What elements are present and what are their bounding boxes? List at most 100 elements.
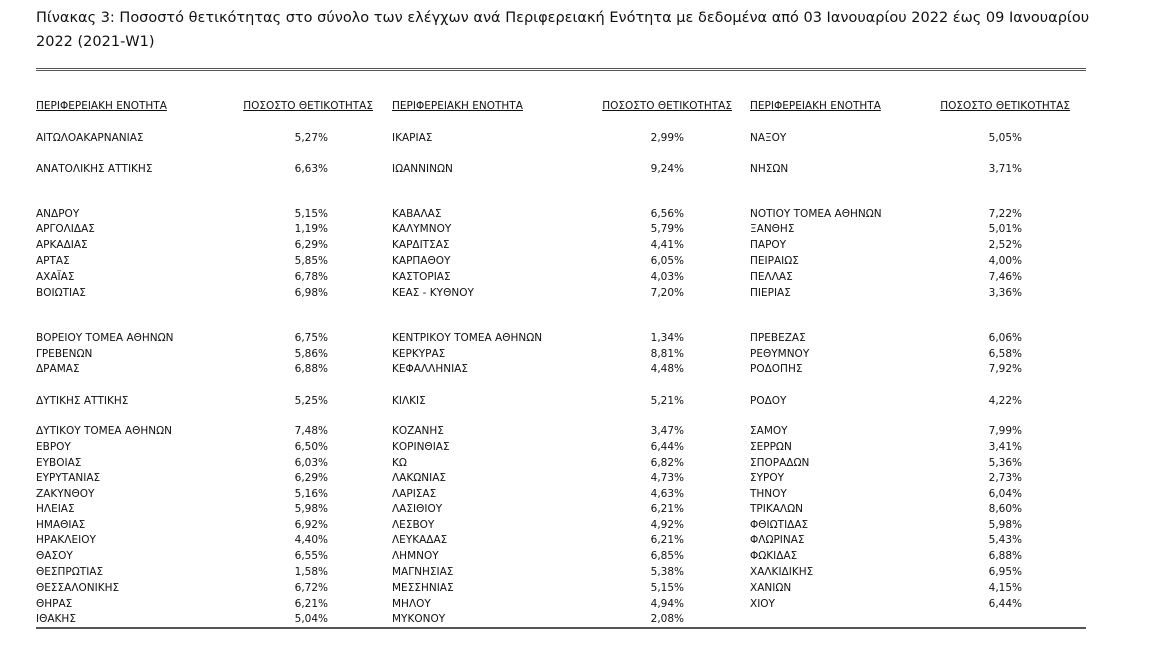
positivity-rate: 6,75% (294, 332, 328, 344)
region-name: ΑΙΤΩΛΟΑΚΑΡΝΑΝΙΑΣ (36, 132, 144, 144)
region-name: ΒΟΡΕΙΟΥ ΤΟΜΕΑ ΑΘΗΝΩΝ (36, 332, 174, 344)
positivity-rate: 5,86% (294, 348, 328, 360)
positivity-rate: 6,92% (294, 519, 328, 531)
region-name: ΚΟΖΑΝΗΣ (392, 425, 444, 437)
positivity-rate: 3,71% (988, 163, 1022, 175)
positivity-rate: 4,41% (650, 239, 684, 251)
region-name: ΧΑΛΚΙΔΙΚΗΣ (750, 566, 814, 578)
region-name: ΓΡΕΒΕΝΩΝ (36, 348, 93, 360)
positivity-rate: 6,06% (988, 332, 1022, 344)
region-name: ΗΜΑΘΙΑΣ (36, 519, 86, 531)
positivity-rate: 5,98% (294, 503, 328, 515)
region-name: ΣΕΡΡΩΝ (750, 441, 792, 453)
region-name: ΘΕΣΠΡΩΤΙΑΣ (36, 566, 104, 578)
positivity-rate: 4,94% (650, 598, 684, 610)
positivity-rate: 4,03% (650, 271, 684, 283)
positivity-rate: 6,04% (988, 488, 1022, 500)
region-name: ΖΑΚΥΝΘΟΥ (36, 488, 95, 500)
positivity-rate: 6,88% (294, 363, 328, 375)
positivity-rate: 5,98% (988, 519, 1022, 531)
positivity-rate: 7,22% (988, 208, 1022, 220)
region-name: ΝΑΞΟΥ (750, 132, 787, 144)
region-name: ΛΑΚΩΝΙΑΣ (392, 472, 447, 484)
positivity-rate: 6,03% (294, 457, 328, 469)
positivity-rate: 6,88% (988, 550, 1022, 562)
rule (36, 70, 1086, 71)
region-name: ΗΛΕΙΑΣ (36, 503, 75, 515)
region-name: ΠΑΡΟΥ (750, 239, 787, 251)
region-name: ΧΙΟΥ (750, 598, 775, 610)
positivity-rate: 5,15% (294, 208, 328, 220)
positivity-rate: 2,08% (650, 613, 684, 625)
positivity-rate: 4,22% (988, 395, 1022, 407)
positivity-rate: 5,15% (650, 582, 684, 594)
region-name: ΚΕΝΤΡΙΚΟΥ ΤΟΜΕΑ ΑΘΗΝΩΝ (392, 332, 543, 344)
region-name: ΙΩΑΝΝΙΝΩΝ (392, 163, 453, 175)
region-name: ΘΑΣΟΥ (36, 550, 73, 562)
table-title: Πίνακας 3: Ποσοστό θετικότητας στο σύνολ… (36, 10, 1090, 50)
positivity-rate: 5,16% (294, 488, 328, 500)
region-name: ΚΟΡΙΝΘΙΑΣ (392, 441, 450, 453)
positivity-rate: 4,48% (650, 363, 684, 375)
positivity-rate: 9,24% (650, 163, 684, 175)
positivity-rate: 6,58% (988, 348, 1022, 360)
positivity-rate: 5,05% (988, 132, 1022, 144)
positivity-rate: 6,98% (294, 287, 328, 299)
region-name: ΠΕΛΛΑΣ (750, 271, 793, 283)
region-name: ΝΟΤΙΟΥ ΤΟΜΕΑ ΑΘΗΝΩΝ (750, 208, 882, 220)
positivity-rate: 1,19% (294, 223, 328, 235)
region-name: ΦΘΙΩΤΙΔΑΣ (750, 519, 809, 531)
column-header: ΠΕΡΙΦΕΡΕΙΑΚΗ ΕΝΟΤΗΤΑ (392, 100, 523, 112)
column-header: ΠΟΣΟΣΤΟ ΘΕΤΙΚΟΤΗΤΑΣ (940, 100, 1070, 112)
positivity-rate: 7,20% (650, 287, 684, 299)
region-name: ΑΝΔΡΟΥ (36, 208, 80, 220)
region-name: ΘΗΡΑΣ (36, 598, 73, 610)
region-name: ΗΡΑΚΛΕΙΟΥ (36, 534, 96, 546)
region-name: ΚΩ (392, 457, 407, 469)
region-name: ΙΘΑΚΗΣ (36, 613, 76, 625)
region-name: ΑΝΑΤΟΛΙΚΗΣ ΑΤΤΙΚΗΣ (36, 163, 153, 175)
region-name: ΣΥΡΟΥ (750, 472, 785, 484)
region-name: ΑΡΚΑΔΙΑΣ (36, 239, 88, 251)
region-name: ΣΠΟΡΑΔΩΝ (750, 457, 810, 469)
region-name: ΤΗΝΟΥ (750, 488, 787, 500)
region-name: ΘΕΣΣΑΛΟΝΙΚΗΣ (36, 582, 120, 594)
region-name: ΜΗΛΟΥ (392, 598, 431, 610)
region-name: ΔΥΤΙΚΟΥ ΤΟΜΕΑ ΑΘΗΝΩΝ (36, 425, 172, 437)
region-name: ΡΟΔΟΥ (750, 395, 787, 407)
region-name: ΔΥΤΙΚΗΣ ΑΤΤΙΚΗΣ (36, 395, 129, 407)
region-name: ΤΡΙΚΑΛΩΝ (750, 503, 803, 515)
region-name: ΛΑΣΙΘΙΟΥ (392, 503, 443, 515)
region-name: ΡΟΔΟΠΗΣ (750, 363, 803, 375)
positivity-rate: 6,21% (650, 534, 684, 546)
region-name: ΚΑΡΠΑΘΟΥ (392, 255, 451, 267)
positivity-rate: 6,82% (650, 457, 684, 469)
positivity-rate: 5,21% (650, 395, 684, 407)
positivity-rate: 4,00% (988, 255, 1022, 267)
positivity-rate: 6,55% (294, 550, 328, 562)
column-header: ΠΟΣΟΣΤΟ ΘΕΤΙΚΟΤΗΤΑΣ (243, 100, 373, 112)
positivity-rate: 7,46% (988, 271, 1022, 283)
positivity-rate: 6,56% (650, 208, 684, 220)
region-name: ΛΕΣΒΟΥ (392, 519, 435, 531)
region-name: ΧΑΝΙΩΝ (750, 582, 792, 594)
region-name: ΚΑΣΤΟΡΙΑΣ (392, 271, 451, 283)
positivity-rate: 6,78% (294, 271, 328, 283)
positivity-rate: 5,38% (650, 566, 684, 578)
region-name: ΜΥΚΟΝΟΥ (392, 613, 446, 625)
positivity-rate: 7,99% (988, 425, 1022, 437)
region-name: ΕΒΡΟΥ (36, 441, 71, 453)
region-name: ΚΕΦΑΛΛΗΝΙΑΣ (392, 363, 468, 375)
positivity-rate: 6,72% (294, 582, 328, 594)
region-name: ΜΑΓΝΗΣΙΑΣ (392, 566, 454, 578)
region-name: ΚΑΛΥΜΝΟΥ (392, 223, 452, 235)
column-header: ΠΕΡΙΦΕΡΕΙΑΚΗ ΕΝΟΤΗΤΑ (36, 100, 167, 112)
positivity-rate: 2,73% (988, 472, 1022, 484)
positivity-rate: 7,92% (988, 363, 1022, 375)
positivity-rate: 3,36% (988, 287, 1022, 299)
positivity-rate: 4,40% (294, 534, 328, 546)
positivity-rate: 5,79% (650, 223, 684, 235)
positivity-rate: 4,15% (988, 582, 1022, 594)
positivity-rate: 6,21% (294, 598, 328, 610)
region-name: ΚΕΡΚΥΡΑΣ (392, 348, 446, 360)
